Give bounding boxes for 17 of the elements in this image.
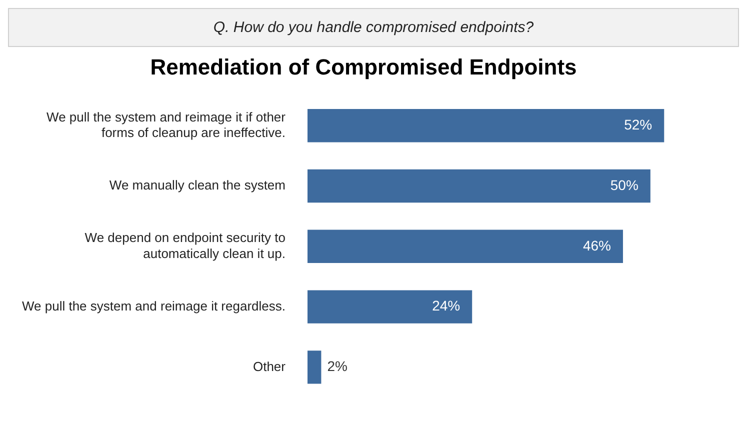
bar	[307, 350, 322, 384]
data-label: 46%	[582, 237, 611, 254]
data-label: 24%	[432, 298, 460, 314]
bar	[307, 230, 623, 264]
y-tick-label: Other	[252, 358, 286, 374]
y-tick-label: We depend on endpoint security to automatically clean it up.	[84, 230, 286, 261]
data-label: 52%	[624, 116, 652, 132]
bar	[307, 108, 664, 142]
y-tick-label: We manually clean the system	[109, 178, 286, 193]
chart-title: Remediation of Compromised Endpoints	[150, 54, 577, 80]
bar	[307, 290, 472, 324]
bar	[307, 169, 650, 203]
data-label: 2%	[327, 358, 348, 374]
y-tick-label: We pull the system and reimage it regardless.	[22, 298, 286, 314]
y-tick-label: We pull the system and reimage it if other forms of cleanup are ineffective.	[46, 109, 286, 140]
data-label: 50%	[610, 176, 638, 193]
text: Q. How do you handle compromised endpoints?	[8, 8, 739, 47]
